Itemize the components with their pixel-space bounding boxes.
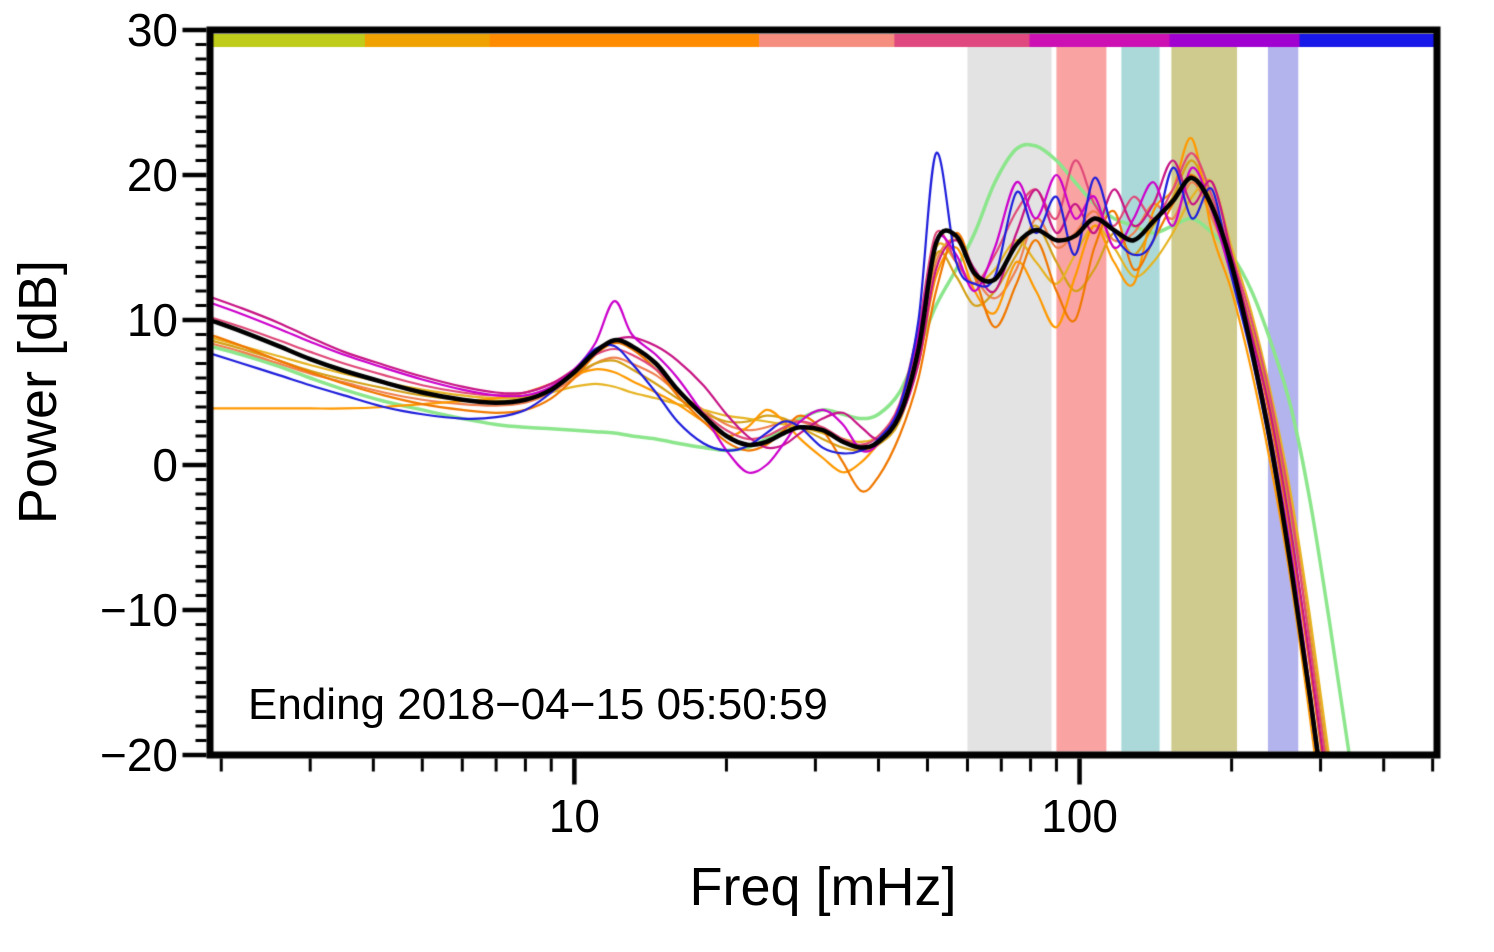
y-tick-label: −10	[99, 584, 178, 636]
y-tick-label: 10	[126, 294, 178, 346]
y-axis-title: Power [dB]	[8, 259, 68, 525]
x-tick-label: 10	[548, 790, 600, 842]
y-tick-label: 0	[152, 439, 178, 491]
x-tick-label: 100	[1041, 790, 1118, 842]
x-axis-title: Freq [mHz]	[689, 857, 957, 917]
annotation-ending-time: Ending 2018−04−15 05:50:59	[248, 680, 828, 729]
y-tick-label: −20	[99, 729, 178, 781]
y-tick-label: 30	[126, 4, 178, 56]
y-tick-label: 20	[126, 149, 178, 201]
